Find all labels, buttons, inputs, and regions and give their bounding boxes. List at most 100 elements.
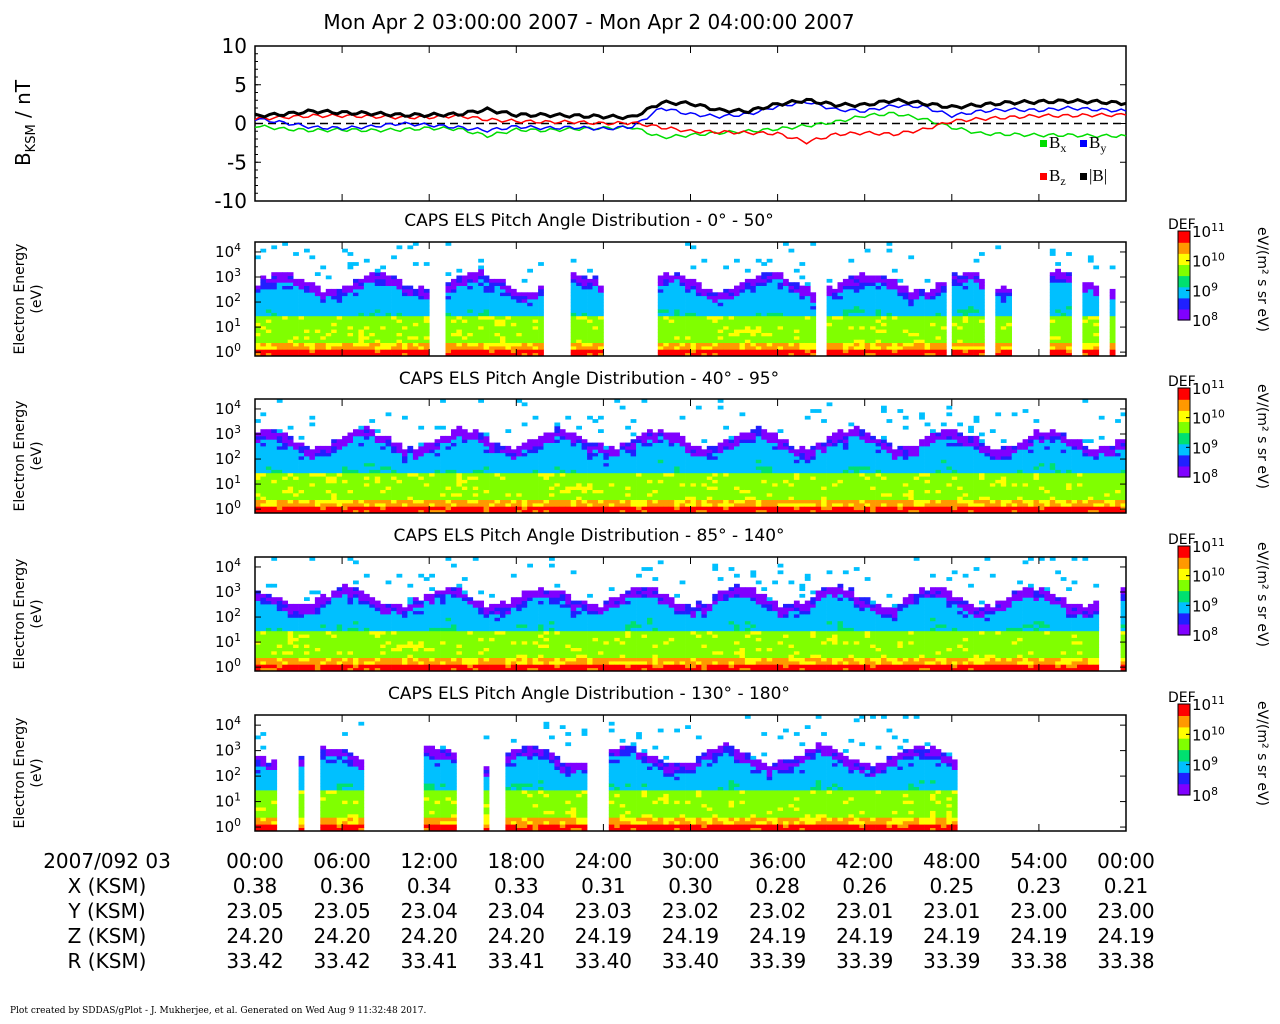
spectrogram-cell [478,466,484,470]
spectrogram-cell [717,315,724,320]
spectrogram-cell [706,292,713,297]
spectrogram-cell [456,482,463,487]
spectrogram-cell [1060,335,1067,340]
spectrogram-cell [527,486,533,490]
spectrogram-cell [668,352,675,357]
spectrogram-cell [451,509,457,514]
spectrogram-cell [881,339,887,343]
spectrogram-cell [271,319,278,323]
spectrogram-cell [483,509,490,514]
spectrogram-cell [282,502,288,507]
spectrogram-cell [1066,292,1072,297]
spectrogram-cell [685,278,691,283]
spectrogram-cell [1087,299,1094,303]
spectrogram-cell [761,329,768,333]
spectrogram-cell [793,352,800,357]
spectrogram-cell [723,309,729,313]
spectrogram-cell [674,499,680,504]
spectrogram-cell [706,295,713,300]
spectrogram-cell [331,466,337,470]
colorbar-swatch [1178,253,1190,256]
spectrogram-cell [979,288,985,293]
spectrogram-cell [353,349,359,354]
spectrogram-cell [287,278,294,283]
spectrogram-cell [924,319,931,323]
spectrogram-cell [1109,345,1116,350]
spectrogram-cell [973,302,980,307]
spectrogram-cell [886,319,893,323]
spectrogram-cell [445,299,452,303]
spectrogram-cell [451,292,457,297]
spectrogram-cell [1109,322,1116,327]
spectrogram-cell [979,322,985,327]
spectrogram-cell [695,489,702,494]
spectrogram-cell [657,452,664,457]
spectrogram-cell [897,349,904,354]
spectrogram-cell [412,292,419,297]
spectrogram-cell [870,349,876,354]
mag-ytick-label: 10 [222,34,247,58]
spectrogram-cell [456,292,463,297]
spectrogram-cell [260,482,267,487]
spectrogram-cell [625,472,631,477]
spectrogram-cell [1060,288,1067,293]
spectrogram-cell [777,342,784,347]
spectrogram-cell [260,282,267,286]
spectrogram-cell [543,466,550,470]
spectrogram-cell [325,449,332,454]
spectrogram-cell [913,315,920,320]
spectrogram-cell [293,476,299,480]
spectrogram-cell [799,325,806,330]
spectrogram-cell [353,292,359,297]
spectrogram-cell [325,482,332,487]
spectrogram-cell [505,449,512,454]
spectrogram-cell [919,342,925,347]
spectrogram-cell [363,506,370,511]
spectrogram-cell [701,288,708,293]
spectrogram-cell [554,452,561,457]
spectrogram-cell [636,469,642,474]
spectrogram-cell [407,472,414,477]
spectrogram-cell [695,462,702,467]
spectrogram-cell [467,278,474,283]
spectrogram-cell [630,496,637,500]
spectrogram-cell [287,472,294,477]
spectrogram-cell [728,322,735,327]
spectrogram-cell [276,469,283,474]
spectrogram-cell [472,352,479,357]
spectrogram-cell [962,278,969,283]
spectrogram-cell [576,288,582,293]
spectrogram-cell [363,329,370,333]
spectrogram-cell [467,342,474,347]
spectrogram-cell [957,349,963,354]
spectrogram-cell [363,466,370,470]
spectrogram-cell [255,462,261,467]
spectrogram-cell [461,509,468,514]
spectrogram-cell [374,506,381,511]
spectrogram-cell [804,332,811,337]
spectrogram-cell [598,342,604,347]
spectrogram-cell [717,302,724,307]
spectrogram-cell [336,459,343,464]
spectrogram-cell [663,288,670,293]
spectrogram-cell [902,312,909,317]
spectrogram-cell [255,352,261,357]
spectrogram-cell [1066,299,1072,303]
spectrogram-cell [538,342,544,347]
spectrogram-cell [695,506,702,511]
series-by-line [254,100,1127,133]
spectrogram-cell [668,339,675,343]
spectrogram-cell [516,486,523,490]
spectrogram-cell [641,482,648,487]
spectrogram-cell [358,496,365,500]
spectrogram-cell [957,335,963,340]
spectrogram-cell [353,466,359,470]
spectrogram-cell [342,345,348,350]
spectrogram-cell [668,305,675,310]
spectrogram-cell [772,342,778,347]
spectrogram-cell [396,469,403,474]
spectrogram-cell [385,288,392,293]
spectrogram-cell [363,309,370,313]
colorbar-swatch [1178,307,1190,310]
spectrogram-cell [260,442,267,447]
